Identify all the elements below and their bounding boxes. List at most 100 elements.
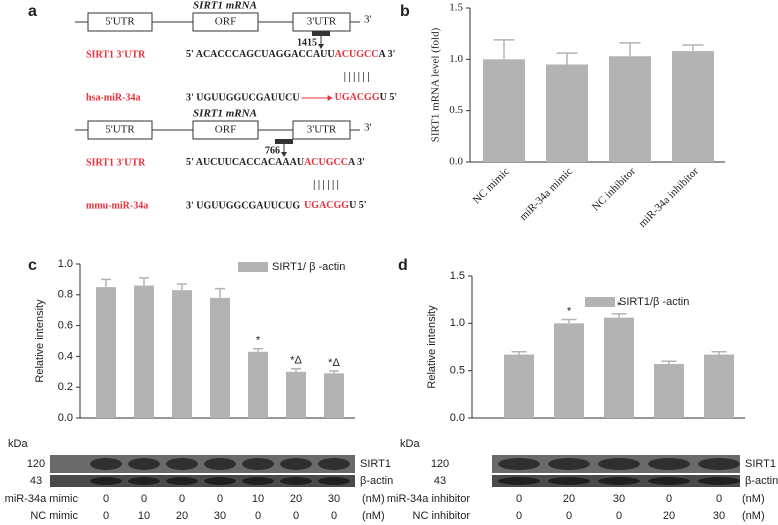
- site-position: 766: [265, 145, 280, 156]
- blot-band: [242, 458, 274, 470]
- seed: ACUGCC: [335, 49, 379, 60]
- panel-label: c: [28, 257, 37, 274]
- blot-band: [128, 477, 160, 485]
- blot-band: [166, 477, 198, 485]
- blot-band: [318, 458, 350, 470]
- treatment-dose: 30: [713, 510, 725, 522]
- binding-site: [312, 31, 330, 36]
- blot-band: [698, 458, 740, 470]
- bar: [672, 51, 714, 163]
- blot-band: [90, 458, 122, 470]
- target-name: SIRT1 3'UTR: [86, 157, 146, 168]
- treatment-name: NC inhibitor: [413, 510, 471, 522]
- treatment-dose: 20: [663, 510, 675, 522]
- treatment-dose: 0: [179, 493, 185, 505]
- legend-label: SIRT1/ β -actin: [272, 261, 345, 273]
- bar: [604, 317, 634, 418]
- blot-band: [548, 458, 590, 470]
- y-tick-label: 0.0: [58, 412, 73, 424]
- blot-band: [598, 477, 640, 485]
- blot-band: [128, 458, 160, 470]
- bar: [546, 64, 588, 162]
- treatment-dose: 0: [103, 493, 109, 505]
- mrna-title: SIRT1 mRNA: [193, 0, 257, 12]
- treatment-dose: 0: [331, 510, 337, 522]
- treatment-dose: 10: [138, 510, 150, 522]
- bar: [654, 364, 684, 418]
- treatment-name: miR-34a mimic: [5, 493, 79, 505]
- bar: [134, 285, 154, 418]
- significance-mark: *Δ: [290, 355, 302, 367]
- blot-band: [498, 458, 540, 470]
- blot-protein: β-actin: [745, 475, 778, 487]
- sequence-part: 5' AUCUUCACCACAAAU: [186, 157, 304, 168]
- blot-band: [548, 477, 590, 485]
- y-tick-label: 1.0: [58, 258, 73, 270]
- target-sequence: 5' ACACCCAGCUAGGACCAUUACUGCCA 3': [186, 49, 396, 60]
- blot-strip: [50, 455, 355, 473]
- treatment-dose: 0: [616, 510, 622, 522]
- blot-band: [90, 477, 122, 485]
- y-tick-label: 0.4: [58, 350, 73, 362]
- region-label: 3'UTR: [307, 16, 337, 28]
- mirna-name: hsa-miR-34a: [86, 92, 140, 103]
- bar: [172, 290, 192, 418]
- site-arrowhead: [318, 44, 324, 49]
- y-tick-label: 0.5: [449, 104, 463, 116]
- treatment-dose: 10: [252, 493, 264, 505]
- blot-band: [598, 458, 640, 470]
- x-tick-label: miR-34a mimic: [517, 165, 575, 223]
- mrna-end: 3': [364, 14, 372, 26]
- seed: ACUGCC: [304, 157, 348, 168]
- y-tick-label: 0.8: [58, 289, 73, 301]
- y-tick-label: 1.0: [449, 53, 463, 65]
- blot-unit: kDa: [8, 438, 28, 450]
- y-tick-label: 0.0: [449, 156, 463, 168]
- treatment-dose: 0: [103, 510, 109, 522]
- blot-protein: β-actin: [360, 475, 393, 487]
- region-label: ORF: [215, 124, 236, 136]
- mirna-sequence: 3' UGUUGGCGAUUCUG: [186, 200, 300, 211]
- y-axis-label: Relative intensity: [34, 299, 46, 383]
- region-label: ORF: [215, 16, 236, 28]
- treatment-dose: 30: [214, 510, 226, 522]
- mrna-title: SIRT1 mRNA: [193, 108, 257, 120]
- treatment-name: miR-34a inhibitor: [387, 493, 470, 505]
- bar: [248, 351, 268, 418]
- legend-swatch: [585, 297, 615, 307]
- sequence-part: U 5': [380, 92, 398, 103]
- treatment-dose: 0: [716, 493, 722, 505]
- treatment-name: NC mimic: [30, 510, 78, 522]
- bar: [483, 59, 525, 163]
- mrna-region: [87, 12, 153, 32]
- mrna-region: [292, 120, 351, 140]
- sequence-part: U 5': [349, 200, 367, 211]
- target-sequence: 5' AUCUUCACCACAAAUACUGCCA 3': [186, 157, 365, 168]
- binding-site: [275, 139, 293, 144]
- blot-marker: 120: [431, 458, 449, 470]
- treatment-dose: 0: [141, 493, 147, 505]
- blot-protein: SIRT1: [745, 458, 776, 470]
- y-tick-label: 0.6: [58, 320, 73, 332]
- blot-band: [318, 477, 350, 485]
- y-axis-label: SIRT1 mRNA level (fold): [430, 27, 442, 142]
- mirna-name: mmu-miR-34a: [86, 200, 148, 211]
- bar: [554, 323, 584, 418]
- treatment-dose: 20: [563, 493, 575, 505]
- blot-band: [204, 477, 236, 485]
- blot-strip: [50, 475, 355, 487]
- mrna-region: [192, 120, 259, 140]
- target-name: SIRT1 3'UTR: [86, 49, 146, 60]
- blot-band: [166, 458, 198, 470]
- region-label: 3'UTR: [307, 124, 337, 136]
- mrna-region: [87, 120, 153, 140]
- site-position: 1415: [297, 37, 317, 48]
- bar: [210, 297, 230, 418]
- x-tick-label: NC inhibitor: [590, 165, 638, 213]
- panel-label: a: [28, 3, 37, 20]
- y-tick-label: 0.2: [58, 381, 73, 393]
- panel-label: d: [398, 257, 408, 274]
- blot-band: [648, 477, 690, 485]
- treatment-dose: 0: [516, 510, 522, 522]
